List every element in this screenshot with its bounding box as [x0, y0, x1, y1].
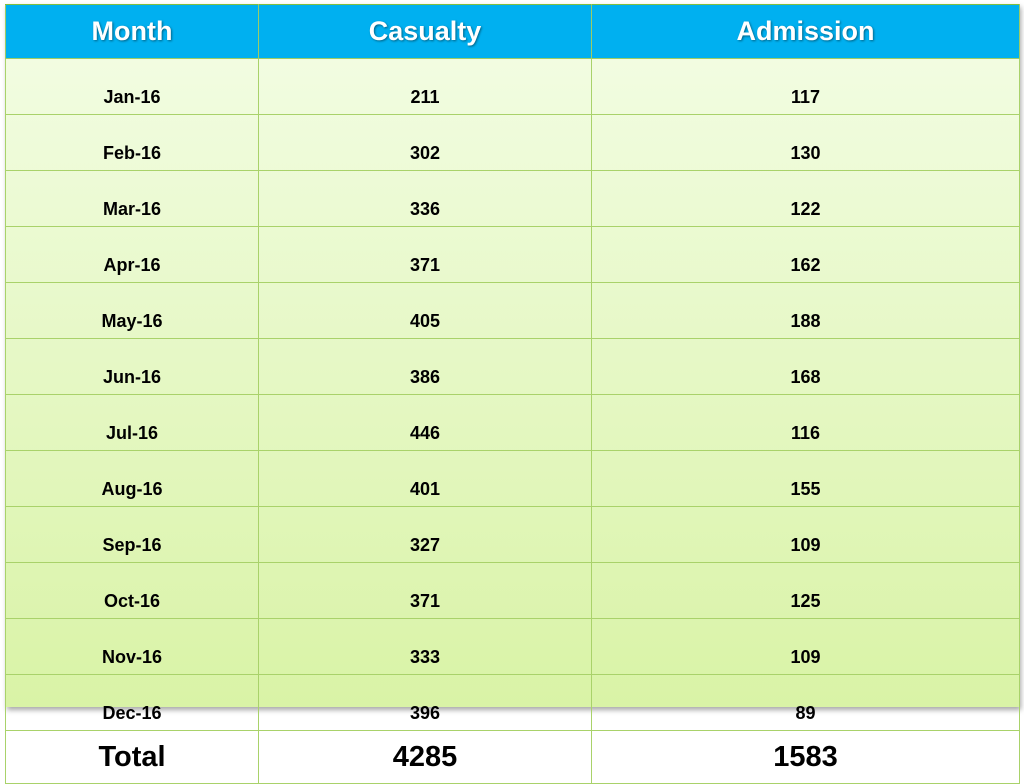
month-cell: Jul-16	[5, 394, 259, 451]
table-row: Feb-16 302 130	[5, 114, 1020, 171]
casualty-cell: 446	[258, 394, 592, 451]
admission-cell: 130	[591, 114, 1020, 171]
admission-cell: 122	[591, 170, 1020, 227]
month-cell: Mar-16	[5, 170, 259, 227]
casualty-cell: 371	[258, 562, 592, 619]
table-row: Jul-16 446 116	[5, 394, 1020, 451]
table-row: Sep-16 327 109	[5, 506, 1020, 563]
month-cell: Apr-16	[5, 226, 259, 283]
total-casualty: 4285	[258, 730, 592, 784]
casualty-cell: 333	[258, 618, 592, 675]
total-label: Total	[5, 730, 259, 784]
month-cell: Nov-16	[5, 618, 259, 675]
table-row: Jun-16 386 168	[5, 338, 1020, 395]
casualty-cell: 371	[258, 226, 592, 283]
casualty-cell: 386	[258, 338, 592, 395]
admission-cell: 89	[591, 674, 1020, 731]
month-cell: Dec-16	[5, 674, 259, 731]
table-row: Nov-16 333 109	[5, 618, 1020, 675]
table-row: Apr-16 371 162	[5, 226, 1020, 283]
casualty-cell: 405	[258, 282, 592, 339]
data-table-container: Month Casualty Admission Jan-16 211 117 …	[5, 4, 1020, 784]
admission-cell: 117	[591, 58, 1020, 115]
month-cell: Feb-16	[5, 114, 259, 171]
column-header-admission: Admission	[591, 4, 1020, 59]
header-row: Month Casualty Admission	[5, 4, 1020, 59]
table-row: May-16 405 188	[5, 282, 1020, 339]
admission-cell: 109	[591, 618, 1020, 675]
admission-cell: 168	[591, 338, 1020, 395]
casualty-cell: 401	[258, 450, 592, 507]
table-row: Mar-16 336 122	[5, 170, 1020, 227]
admission-cell: 188	[591, 282, 1020, 339]
admission-cell: 116	[591, 394, 1020, 451]
casualty-cell: 302	[258, 114, 592, 171]
month-cell: Sep-16	[5, 506, 259, 563]
admission-cell: 125	[591, 562, 1020, 619]
table-row: Jan-16 211 117	[5, 58, 1020, 115]
table-row: Dec-16 396 89	[5, 674, 1020, 731]
month-cell: Jan-16	[5, 58, 259, 115]
table-row: Oct-16 371 125	[5, 562, 1020, 619]
total-admission: 1583	[591, 730, 1020, 784]
monthly-casualty-admission-table: Month Casualty Admission Jan-16 211 117 …	[5, 4, 1020, 784]
month-cell: Jun-16	[5, 338, 259, 395]
casualty-cell: 327	[258, 506, 592, 563]
admission-cell: 109	[591, 506, 1020, 563]
admission-cell: 155	[591, 450, 1020, 507]
admission-cell: 162	[591, 226, 1020, 283]
column-header-month: Month	[5, 4, 259, 59]
casualty-cell: 211	[258, 58, 592, 115]
month-cell: Oct-16	[5, 562, 259, 619]
table-row: Aug-16 401 155	[5, 450, 1020, 507]
total-row: Total 4285 1583	[5, 730, 1020, 784]
casualty-cell: 396	[258, 674, 592, 731]
month-cell: May-16	[5, 282, 259, 339]
column-header-casualty: Casualty	[258, 4, 592, 59]
month-cell: Aug-16	[5, 450, 259, 507]
casualty-cell: 336	[258, 170, 592, 227]
